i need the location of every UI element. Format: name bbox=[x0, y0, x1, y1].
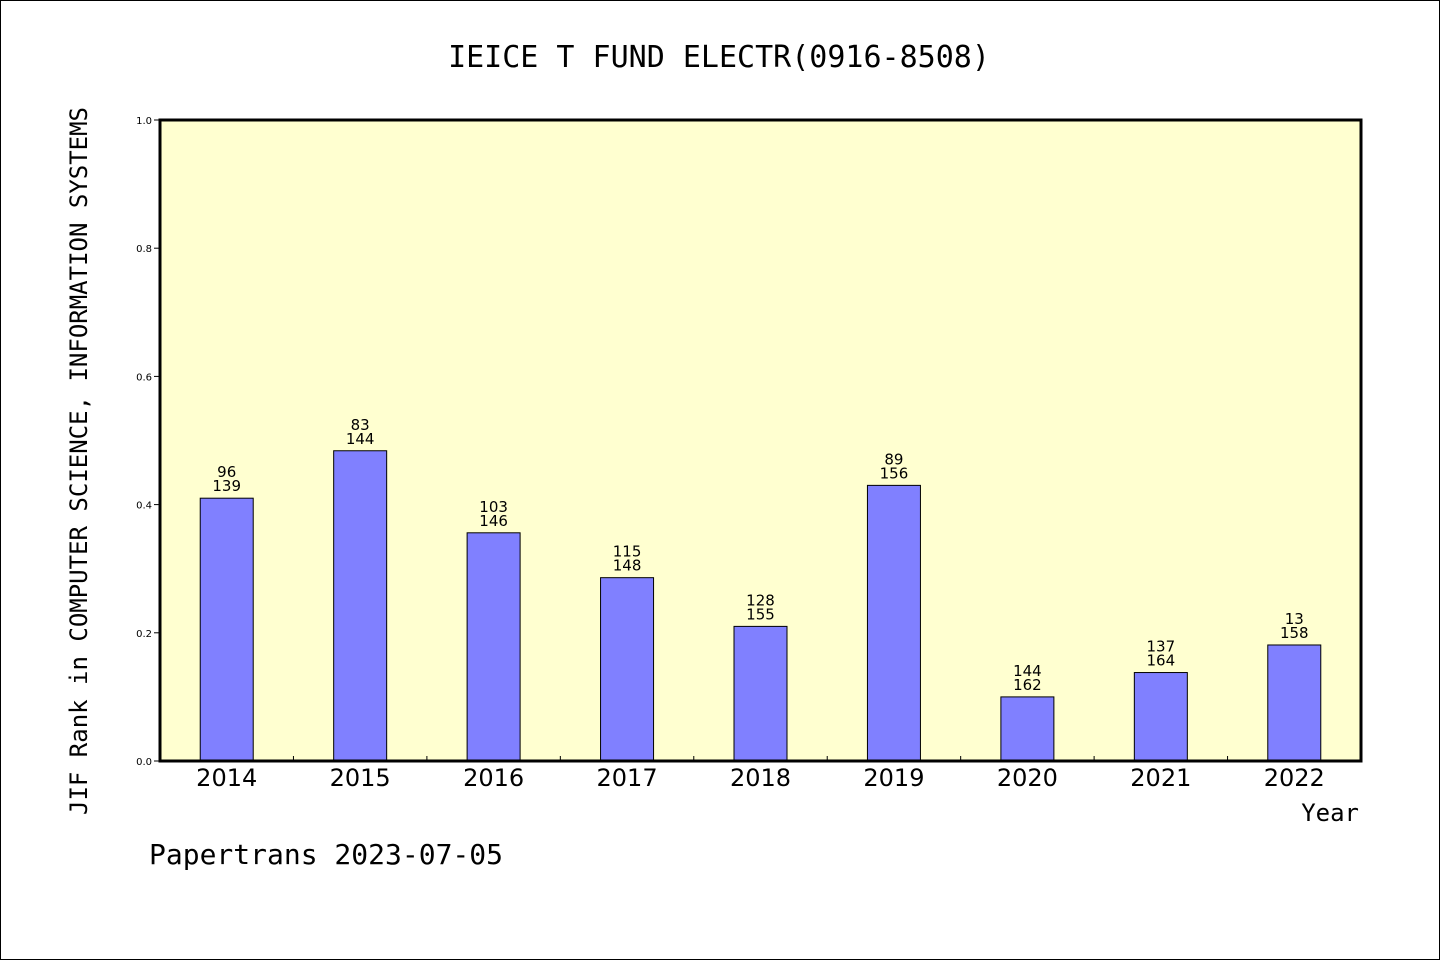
x-category-label: 2014 bbox=[196, 764, 257, 792]
footer-watermark: Papertrans 2023-07-05 bbox=[149, 838, 503, 871]
y-tick-label: 0.4 bbox=[136, 501, 152, 512]
bar-total-label: 158 bbox=[1280, 624, 1309, 642]
x-category-label: 2022 bbox=[1264, 764, 1325, 792]
bar-2021 bbox=[1133, 672, 1188, 762]
x-category-label: 2016 bbox=[463, 764, 524, 792]
bar-2022 bbox=[1267, 644, 1322, 762]
bar-rank-label: 83 bbox=[351, 416, 370, 434]
x-category-label: 2021 bbox=[1130, 764, 1191, 792]
bar-total-label: 139 bbox=[212, 477, 241, 495]
bar-total-label: 144 bbox=[346, 430, 375, 448]
bar-total-label: 146 bbox=[479, 512, 508, 530]
x-category-label: 2017 bbox=[597, 764, 658, 792]
y-tick-label: 1.0 bbox=[136, 116, 152, 127]
bar-2014 bbox=[199, 497, 254, 762]
y-tick-label: 0.8 bbox=[136, 244, 152, 255]
bar-rank-label: 103 bbox=[479, 498, 508, 516]
y-tick-label: 0.6 bbox=[136, 372, 152, 383]
y-tick-label: 0.2 bbox=[136, 629, 152, 640]
bar-total-label: 162 bbox=[1013, 676, 1042, 694]
bar-total-label: 164 bbox=[1147, 652, 1176, 670]
bar-rank-label: 137 bbox=[1147, 638, 1176, 656]
bars-layer: 9613983144103146115148128155891561441621… bbox=[199, 416, 1322, 762]
bar-rank-label: 13 bbox=[1285, 610, 1304, 628]
bar-2015 bbox=[333, 450, 388, 762]
bar-2017 bbox=[600, 577, 655, 762]
bar-2018 bbox=[733, 625, 788, 762]
bar-rank-label: 115 bbox=[613, 543, 642, 561]
x-category-label: 2018 bbox=[730, 764, 791, 792]
y-tick-label: 0.0 bbox=[136, 757, 152, 768]
chart-title: IEICE T FUND ELECTR(0916-8508) bbox=[448, 40, 990, 75]
y-axis-label: JIF Rank in COMPUTER SCIENCE, INFORMATIO… bbox=[65, 107, 93, 815]
bar-rank-label: 128 bbox=[746, 591, 775, 609]
x-category-label: 2019 bbox=[863, 764, 924, 792]
bar-rank-label: 89 bbox=[884, 450, 903, 468]
bar-total-label: 155 bbox=[746, 605, 775, 623]
x-axis-label: Year bbox=[1301, 799, 1359, 827]
x-category-label: 2015 bbox=[330, 764, 391, 792]
x-category-label: 2020 bbox=[997, 764, 1058, 792]
plot-border bbox=[158, 118, 1363, 763]
bar-2019 bbox=[866, 484, 921, 762]
bar-rank-label: 96 bbox=[217, 463, 236, 481]
bar-total-label: 156 bbox=[880, 464, 909, 482]
ticks-layer: 0.0 0.2 0.4 0.6 0.8 1.0 2014 2015 2016 2017 2018 20… bbox=[136, 116, 1325, 792]
bar-2020 bbox=[1000, 696, 1055, 762]
bar-rank-label: 144 bbox=[1013, 662, 1042, 680]
bar-2016 bbox=[466, 532, 521, 762]
bar-total-label: 148 bbox=[613, 557, 642, 575]
